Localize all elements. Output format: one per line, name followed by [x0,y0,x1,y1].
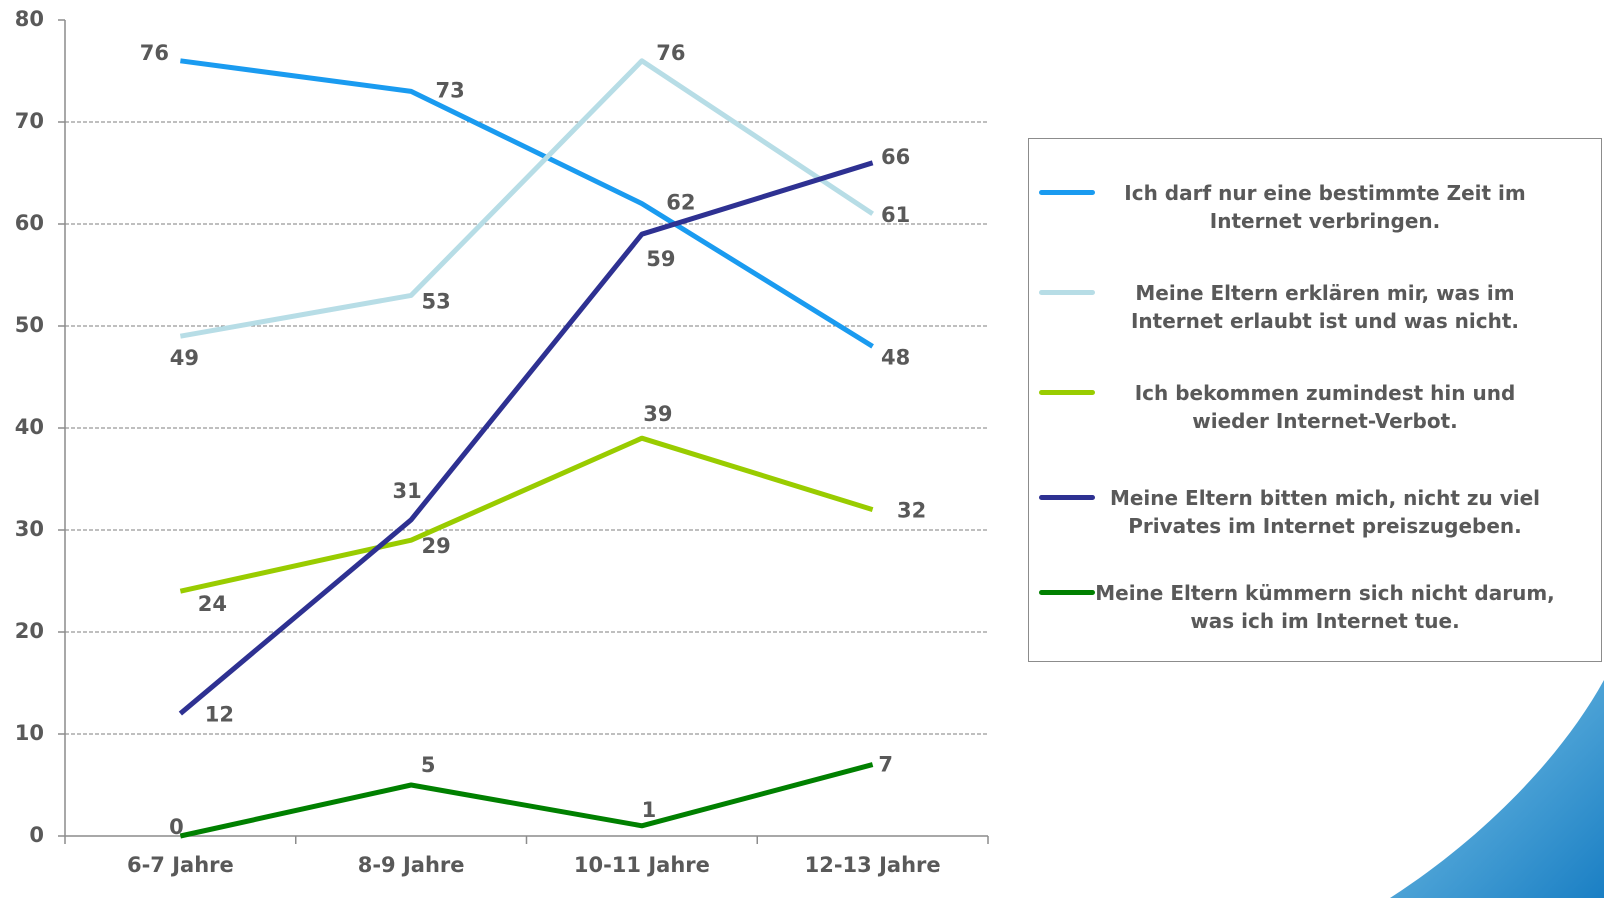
legend-swatch [1039,290,1095,295]
data-label: 29 [422,534,451,558]
legend-entry: Ich darf nur eine bestimmte Zeit im Inte… [1039,179,1599,235]
data-label: 59 [646,247,675,271]
series-line [179,435,874,594]
data-label: 49 [170,346,199,370]
legend-entry: Meine Eltern kümmern sich nicht darum, w… [1039,579,1599,635]
data-label: 66 [881,145,910,169]
series-line [180,58,874,349]
y-tick-label: 40 [15,415,44,439]
legend-label: Meine Eltern erklären mir, was im Intern… [1130,281,1520,333]
x-tick-label: 8-9 Jahre [358,853,465,877]
data-label: 32 [897,499,926,523]
legend-label: Meine Eltern kümmern sich nicht darum, w… [1095,581,1555,633]
legend-swatch [1039,590,1095,595]
data-label: 61 [881,203,910,227]
legend-label: Ich bekommen zumindest hin und wieder In… [1134,381,1516,433]
y-tick-label: 70 [15,109,44,133]
legend-label: Meine Eltern bitten mich, nicht zu viel … [1109,486,1541,538]
series-line [179,58,875,339]
data-label: 73 [436,78,465,102]
x-tick-label: 6-7 Jahre [127,853,234,877]
legend-swatch [1039,390,1095,395]
legend: Ich darf nur eine bestimmte Zeit im Inte… [1028,138,1602,662]
legend-entry: Meine Eltern erklären mir, was im Intern… [1039,279,1599,335]
y-tick-label: 60 [15,211,44,235]
data-label: 39 [643,402,672,426]
data-label: 62 [666,191,695,215]
data-label: 76 [140,41,169,65]
series-line [179,762,874,839]
legend-swatch [1039,190,1095,195]
data-label: 0 [169,815,184,839]
data-label: 12 [205,703,234,727]
legend-entry: Ich bekommen zumindest hin und wieder In… [1039,379,1599,435]
x-tick-label: 12-13 Jahre [805,853,941,877]
y-tick-label: 0 [29,823,44,847]
data-label: 7 [878,753,893,777]
legend-entry: Meine Eltern bitten mich, nicht zu viel … [1039,484,1599,540]
y-tick-label: 20 [15,619,44,643]
data-label: 53 [422,289,451,313]
decoration [1390,680,1604,898]
y-tick-label: 50 [15,313,44,337]
legend-swatch [1039,495,1095,500]
data-label: 24 [198,592,227,616]
x-tick-label: 10-11 Jahre [574,853,710,877]
y-tick-label: 30 [15,517,44,541]
series-line [178,160,874,716]
data-label: 31 [393,479,422,503]
data-label: 5 [421,753,436,777]
y-tick-label: 80 [15,7,44,31]
data-label: 76 [656,41,685,65]
y-tick-label: 10 [15,721,44,745]
data-label: 48 [881,345,910,369]
data-label: 1 [642,798,657,822]
legend-label: Ich darf nur eine bestimmte Zeit im Inte… [1124,181,1526,233]
